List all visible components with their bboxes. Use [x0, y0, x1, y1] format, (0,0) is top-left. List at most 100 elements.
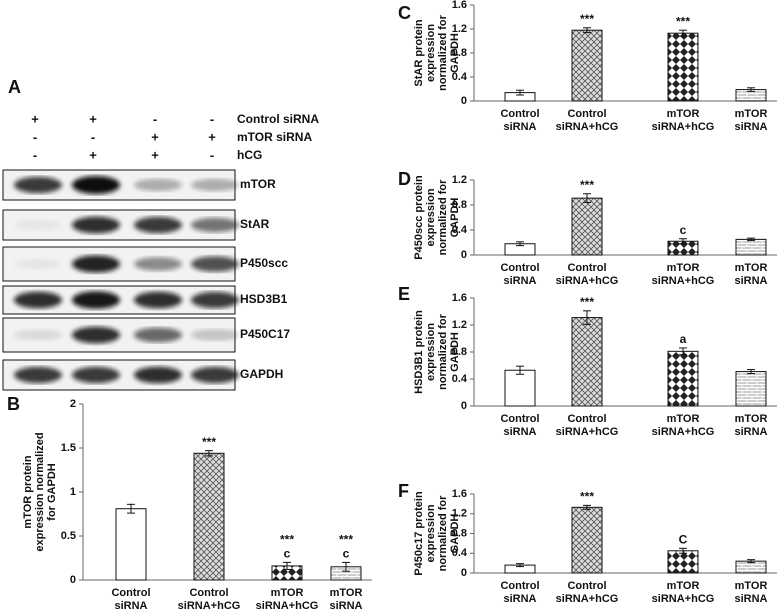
bar: [504, 369, 536, 407]
significance-label: ***: [580, 12, 594, 26]
significance-label: c: [284, 547, 291, 561]
condition-name: mTOR siRNA: [237, 130, 312, 144]
blot-band: [14, 258, 62, 270]
x-tick-label: siRNA: [734, 593, 767, 605]
panel-label: F: [398, 481, 409, 501]
blot-band: [14, 366, 62, 384]
y-tick-label: 2: [70, 398, 76, 410]
y-axis-label: for GAPDH: [46, 463, 58, 521]
protein-label: mTOR: [240, 177, 276, 191]
condition-sign: +: [89, 111, 97, 126]
y-axis-label: normalized for: [437, 14, 449, 91]
blot-band: [191, 291, 239, 309]
y-tick-label: 1.6: [452, 292, 467, 304]
y-tick-label: 0.8: [452, 527, 467, 539]
x-tick-label: Control: [500, 262, 539, 274]
bar-chart: D P450scc protein expression normalized for…: [398, 169, 777, 287]
panel-label: D: [398, 169, 411, 189]
y-axis-label: normalized for: [437, 495, 449, 572]
protein-label: P450C17: [240, 327, 290, 341]
condition-sign: -: [33, 147, 37, 162]
x-tick-label: mTOR: [735, 262, 768, 274]
y-axis-label: expression normalized: [34, 432, 46, 551]
x-tick-label: siRNA+hCG: [556, 275, 619, 287]
x-tick-label: Control: [567, 262, 606, 274]
blot-band: [14, 219, 62, 231]
blot-band: [134, 178, 182, 192]
condition-sign: +: [89, 147, 97, 162]
condition-sign: +: [208, 129, 216, 144]
blot-band: [191, 256, 239, 272]
blot-band: [191, 178, 239, 192]
blot-band: [14, 176, 62, 194]
bar: [193, 452, 225, 581]
condition-sign: +: [151, 147, 159, 162]
condition-sign: -: [33, 129, 37, 144]
y-tick-label: 1.6: [452, 0, 467, 11]
significance-label: C: [679, 532, 688, 546]
y-tick-label: 0: [461, 95, 467, 107]
x-tick-label: Control: [567, 580, 606, 592]
y-axis-label: mTOR protein: [22, 455, 34, 528]
blot-band: [72, 326, 120, 344]
blot-band: [14, 291, 62, 309]
x-tick-label: siRNA+hCG: [652, 275, 715, 287]
blot-band: [191, 329, 239, 341]
x-tick-label: mTOR: [667, 262, 700, 274]
significance-label: ***: [676, 14, 690, 28]
y-tick-label: 0.8: [452, 199, 467, 211]
significance-label: ***: [202, 435, 216, 449]
bar: [571, 506, 603, 574]
x-tick-label: mTOR: [271, 587, 304, 599]
y-axis-label: GAPDH: [449, 332, 461, 372]
condition-sign: -: [91, 129, 95, 144]
y-axis-label: P450scc protein: [413, 175, 425, 260]
y-tick-label: 0: [461, 400, 467, 412]
x-tick-label: mTOR: [330, 587, 363, 599]
blot-band: [72, 255, 120, 273]
x-tick-label: Control: [500, 580, 539, 592]
x-tick-label: mTOR: [735, 580, 768, 592]
x-tick-label: Control: [567, 108, 606, 120]
bar: [571, 29, 603, 102]
blot-band: [72, 216, 120, 234]
blot-band: [72, 291, 120, 309]
y-tick-label: 1.2: [452, 319, 467, 331]
y-tick-label: 1.2: [452, 174, 467, 186]
y-axis-label: expression: [425, 188, 437, 246]
y-tick-label: 0.8: [452, 47, 467, 59]
y-axis-label: StAR protein: [413, 19, 425, 87]
x-tick-label: Control: [500, 413, 539, 425]
condition-name: Control siRNA: [237, 112, 319, 126]
blot-band: [134, 216, 182, 234]
bar: [667, 32, 699, 102]
bar-chart: F P450c17 protein expression normalized for…: [398, 481, 777, 605]
protein-label: HSD3B1: [240, 292, 288, 306]
bar: [571, 197, 603, 256]
y-tick-label: 1.5: [61, 442, 76, 454]
significance-label: ***: [580, 490, 594, 504]
western-blot: A + + - - Control siRNA - - + + mTOR siRNA - + + - hCG m…: [2, 77, 319, 391]
x-tick-label: siRNA: [734, 426, 767, 438]
panel-label: C: [398, 3, 411, 23]
y-tick-label: 0: [70, 574, 76, 586]
significance-label: a: [680, 332, 687, 346]
x-tick-label: siRNA+hCG: [556, 426, 619, 438]
significance-label: ***: [339, 533, 353, 547]
blot-band: [72, 366, 120, 384]
y-tick-label: 0: [461, 249, 467, 261]
x-tick-label: mTOR: [735, 108, 768, 120]
x-tick-label: siRNA: [503, 275, 536, 287]
x-tick-label: mTOR: [735, 413, 768, 425]
y-tick-label: 0.5: [61, 530, 76, 542]
y-axis-label: normalized for: [437, 313, 449, 390]
x-tick-label: siRNA: [734, 121, 767, 133]
significance-label: c: [343, 547, 350, 561]
y-axis-label: HSD3B1 protein: [413, 310, 425, 394]
blot-band: [191, 217, 239, 233]
condition-name: hCG: [237, 148, 262, 162]
x-tick-label: mTOR: [667, 108, 700, 120]
